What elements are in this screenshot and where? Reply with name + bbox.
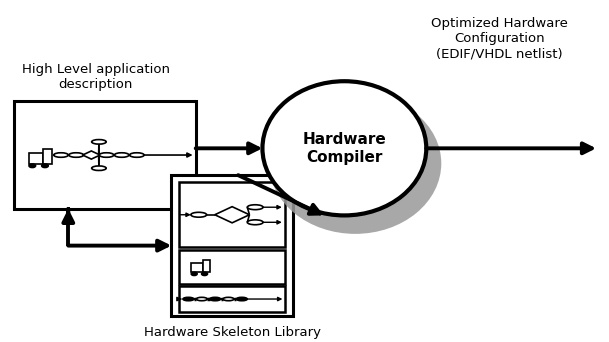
Ellipse shape <box>91 166 106 170</box>
Ellipse shape <box>99 153 114 157</box>
Ellipse shape <box>196 297 207 301</box>
Ellipse shape <box>247 205 263 210</box>
Ellipse shape <box>130 153 144 157</box>
Circle shape <box>29 164 36 168</box>
Text: Optimized Hardware
Configuration
(EDIF/VHDL netlist): Optimized Hardware Configuration (EDIF/V… <box>431 17 568 61</box>
Text: High Level application
description: High Level application description <box>21 63 169 91</box>
Text: Hardware
Compiler: Hardware Compiler <box>303 132 386 165</box>
Bar <box>43 149 52 164</box>
Ellipse shape <box>54 153 68 157</box>
Ellipse shape <box>209 297 220 301</box>
Ellipse shape <box>262 81 426 215</box>
Bar <box>13 101 195 209</box>
Ellipse shape <box>191 212 206 217</box>
Ellipse shape <box>69 153 83 157</box>
Ellipse shape <box>114 153 129 157</box>
Circle shape <box>191 272 197 276</box>
Bar <box>171 175 293 316</box>
Polygon shape <box>83 151 100 159</box>
Bar <box>179 286 285 312</box>
Ellipse shape <box>247 220 263 225</box>
Text: Hardware Skeleton Library: Hardware Skeleton Library <box>144 326 320 339</box>
Bar <box>203 260 209 272</box>
Ellipse shape <box>91 140 106 144</box>
Circle shape <box>41 164 48 168</box>
Bar <box>29 153 43 164</box>
Ellipse shape <box>183 297 194 301</box>
Bar <box>179 182 285 247</box>
Circle shape <box>202 272 208 276</box>
Ellipse shape <box>269 93 442 234</box>
Bar <box>179 250 285 284</box>
Ellipse shape <box>223 297 234 301</box>
Bar <box>191 263 203 272</box>
Polygon shape <box>215 207 250 223</box>
Ellipse shape <box>236 297 247 301</box>
